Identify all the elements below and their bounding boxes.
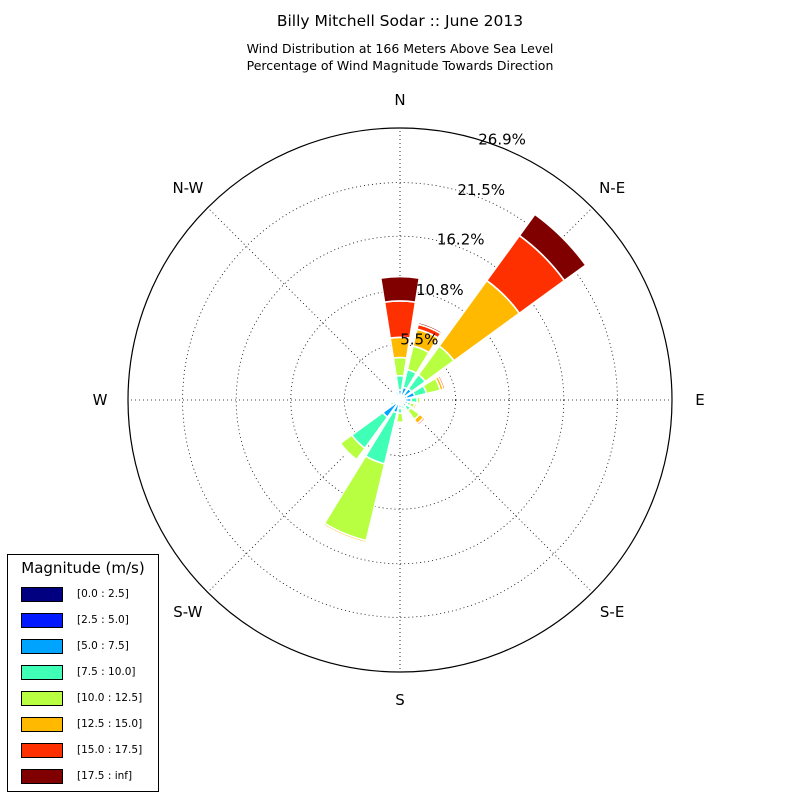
wedge-wnw-bin-7 [389,393,394,399]
chart-subtitle-line2: Percentage of Wind Magnitude Towards Dir… [246,58,554,73]
grid-ring [182,182,618,618]
legend-label: [7.5 : 10.0] [77,666,136,678]
polar-frame [127,127,673,673]
legend-swatch [21,743,63,758]
wedge-ne-bin-7 [518,213,587,282]
wedge-se-bin-7 [417,417,428,428]
chart-title: Billy Mitchell Sodar :: June 2013 [276,12,524,30]
wedge-n-bin-7 [379,275,421,304]
wind-rose-bars [321,213,587,546]
legend-label: [10.0 : 12.5] [77,692,143,704]
wedge-s-bin-7 [395,423,405,427]
wedge-nne-bin-7 [417,321,443,335]
legend-swatch [21,639,63,654]
grid-ring [343,343,457,457]
radial-tick-label: 21.5% [457,181,505,199]
polar-grid [127,127,673,673]
radial-tick-label: 16.2% [437,231,485,249]
wedge-w-bin-7 [387,397,390,403]
radial-tick-label: 5.5% [400,331,438,349]
direction-label-n-e: N-E [599,179,625,197]
legend-swatch [21,613,63,628]
wedge-ene-bin-7 [438,374,448,391]
direction-label-s-e: S-E [600,603,624,621]
direction-label-s: S [395,691,405,709]
wedge-ese-bin-7 [414,403,420,412]
legend-label: [17.5 : inf] [77,770,133,782]
grid-ring [235,235,565,565]
legend-swatch [21,717,63,732]
wedge-sw-bin-7 [336,443,357,464]
legend-label: [5.0 : 7.5] [77,640,129,652]
radial-tick-label: 10.8% [416,281,464,299]
direction-label-n-w: N-W [172,179,203,197]
legend-title: Magnitude (m/s) [21,559,145,577]
radial-tick-label: 26.9% [478,131,526,149]
legend: Magnitude (m/s) [0.0 : 2.5] [2.5 : 5.0] [5… [7,554,159,792]
wedge-nnw-bin-7 [392,386,399,391]
chart-subtitle-line1: Wind Distribution at 166 Meters Above Se… [246,41,554,56]
legend-swatch [21,665,63,680]
grid-spoke [207,207,401,401]
legend-label: [0.0 : 2.5] [77,588,129,600]
direction-label-n: N [394,91,405,109]
legend-swatch [21,769,63,784]
wedge-sse-bin-7 [402,410,409,415]
legend-swatch [21,691,63,706]
direction-label-e: E [695,391,704,409]
direction-label-w: W [93,391,108,409]
grid-ring [290,290,510,510]
direction-label-s-w: S-W [173,603,202,621]
grid-spoke [399,399,593,593]
chart-labels: 5.5% 10.8% 16.2% 21.5% 26.9% N N-E E S-E S S-W W N-W [93,91,705,709]
wedge-wsw-bin-7 [385,402,390,409]
wedge-n-bin-4 [392,356,408,377]
wedge-ssw-bin-7 [321,524,367,546]
wedge-e-bin-7 [421,395,425,405]
legend-swatch [21,587,63,602]
wedge-e-bin-3 [410,396,418,404]
legend-label: [12.5 : 15.0] [77,718,143,730]
grid-spoke [207,399,401,593]
legend-label: [15.0 : 17.5] [77,744,143,756]
wedge-s-bin-4 [395,412,405,424]
legend-label: [2.5 : 5.0] [77,614,129,626]
